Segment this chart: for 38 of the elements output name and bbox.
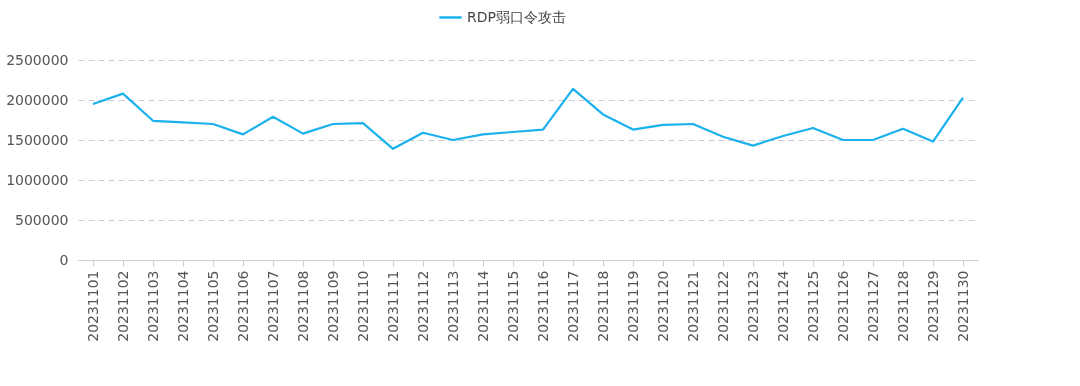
x-tick-label: 20231114 [474,270,491,342]
x-tick-label: 20231126 [834,270,851,342]
x-tick-label: 20231103 [144,270,161,342]
y-tick-label: 500000 [15,211,69,228]
x-tick-label: 20231124 [774,270,791,342]
x-tick-label: 20231116 [534,270,551,342]
x-tick-label: 20231118 [594,270,611,342]
x-tick-label: 20231108 [294,270,311,342]
x-tick-label: 20231130 [954,270,971,342]
x-tick-label: 20231122 [714,270,731,342]
line-series [91,87,965,150]
x-tick-label: 20231106 [234,270,251,342]
x-tick-label: 20231129 [924,270,941,342]
x-tick-label: 20231115 [504,270,521,342]
y-tick-label: 2000000 [6,91,69,108]
y-tick-label: 1500000 [6,131,69,148]
x-tick-label: 20231109 [324,270,341,342]
x-tick-label: 20231112 [414,270,431,342]
x-tick-label: 20231120 [654,270,671,342]
x-tick-label: 20231104 [174,270,191,342]
x-tick-label: 20231127 [864,270,881,342]
x-tick-label: 20231113 [444,270,461,342]
x-tick-label: 20231101 [84,270,101,342]
x-tick-label: 20231105 [204,270,221,342]
y-tick-label: 1000000 [6,171,69,188]
x-tick-label: 20231117 [564,270,581,342]
x-tick-label: 20231107 [264,270,281,342]
x-tick-label: 20231102 [114,270,131,342]
y-tick-label: 0 [59,251,69,268]
x-tick-label: 20231121 [684,270,701,342]
y-tick-label: 2500000 [6,51,69,68]
x-tick-label: 20231123 [744,270,761,342]
x-tick-label: 20231110 [354,270,371,342]
legend-label: RDP弱口令攻击 [467,8,566,25]
x-tick-label: 20231125 [804,270,821,342]
x-tick-label: 20231119 [624,270,641,342]
x-tick-label: 20231128 [894,270,911,342]
x-tick-label: 20231111 [384,270,401,342]
